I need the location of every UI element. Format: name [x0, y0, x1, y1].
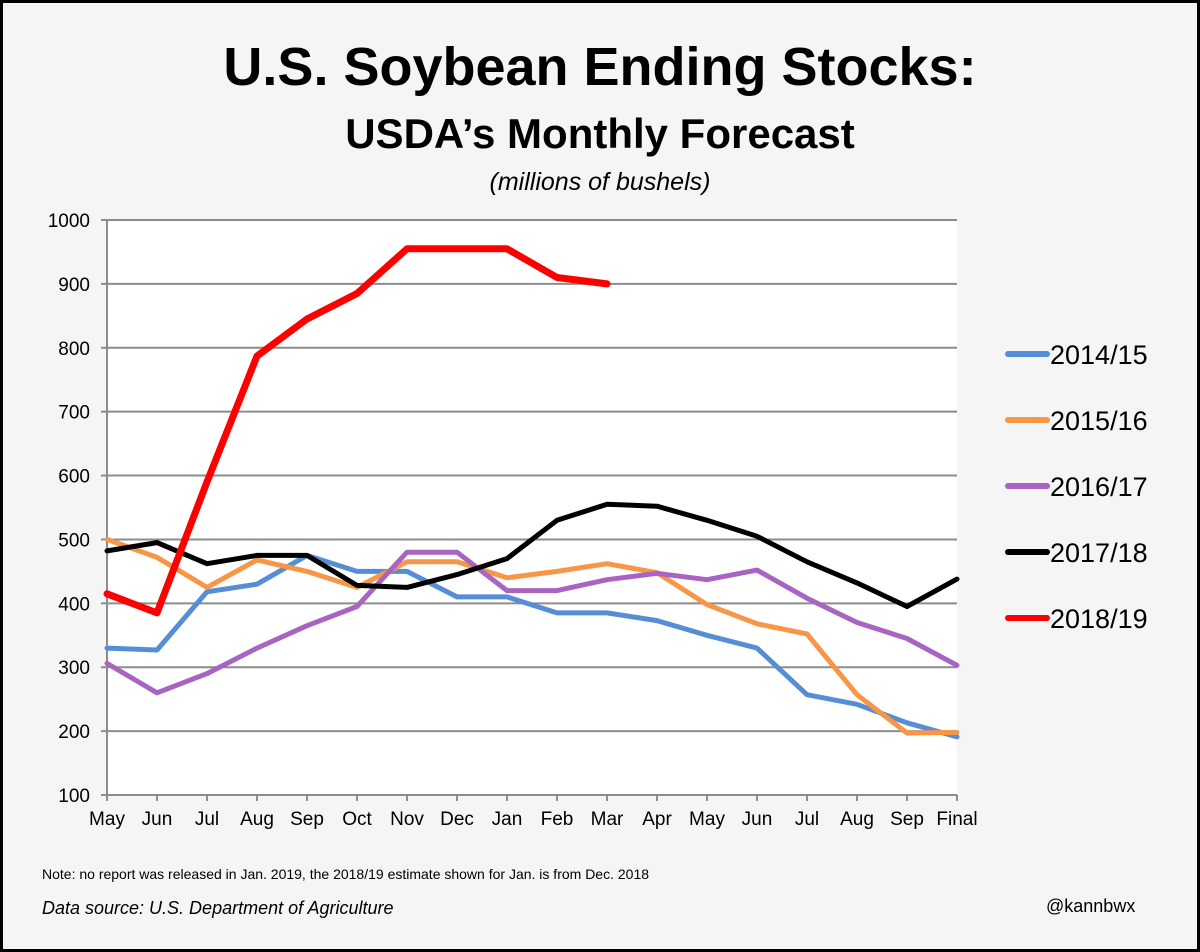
series-lines: [103, 245, 960, 740]
x-tick-label: Nov: [390, 809, 424, 830]
series-line-2015-16: [104, 536, 960, 736]
x-tick-label: Apr: [642, 809, 672, 830]
data-source: Data source: U.S. Department of Agricult…: [42, 898, 394, 918]
y-tick-label: 500: [58, 530, 90, 551]
legend-label: 2016/17: [1050, 472, 1148, 502]
legend-label: 2018/19: [1050, 604, 1148, 634]
series-line-2014-15: [104, 552, 960, 740]
x-axis-ticks: May Jun Jul Aug Sep Oct Nov Dec Jan Feb Mar Apr May J…: [89, 795, 978, 830]
gridlines: [107, 219, 957, 733]
x-tick-label: May: [89, 809, 125, 830]
x-tick-label: Aug: [840, 809, 874, 830]
x-tick-label: Jul: [195, 809, 219, 830]
series-line-2016-17: [104, 549, 960, 696]
chart-title: U.S. Soybean Ending Stocks:: [223, 37, 977, 97]
y-tick-label: 900: [58, 275, 90, 296]
footnote: Note: no report was released in Jan. 201…: [42, 866, 650, 882]
chart-subtitle: USDA’s Monthly Forecast: [345, 110, 855, 157]
series-line-2017-18: [104, 501, 960, 609]
y-tick-label: 1000: [48, 211, 90, 232]
x-tick-label: Aug: [240, 809, 274, 830]
author-credit: @kannbwx: [1046, 896, 1136, 916]
y-tick-label: 400: [58, 594, 90, 615]
y-tick-label: 600: [58, 467, 90, 488]
x-tick-label: Sep: [290, 809, 324, 830]
x-tick-label: Sep: [890, 809, 924, 830]
plot-area: [107, 220, 957, 795]
x-tick-label: Oct: [342, 809, 372, 830]
x-tick-label: Jun: [142, 809, 173, 830]
axes: [106, 220, 957, 796]
x-tick-label: Dec: [440, 809, 474, 830]
y-tick-label: 800: [58, 339, 90, 360]
x-tick-label: Final: [936, 809, 977, 830]
y-tick-label: 200: [58, 722, 90, 743]
y-tick-label: 300: [58, 658, 90, 679]
x-tick-label: May: [689, 809, 725, 830]
x-tick-label: Jun: [742, 809, 773, 830]
legend-label: 2014/15: [1050, 340, 1148, 370]
series-line-2018-19: [103, 245, 611, 617]
legend: 2014/15 2015/16 2016/17 2017/18 2018/19: [1005, 340, 1148, 634]
chart-units: (millions of bushels): [489, 168, 711, 196]
legend-label: 2017/18: [1050, 538, 1148, 568]
x-tick-label: Jan: [492, 809, 523, 830]
x-tick-label: Feb: [541, 809, 574, 830]
y-axis-ticks: 100 200 300 400 500 600 700 800 900 1000: [48, 211, 107, 807]
x-tick-label: Jul: [795, 809, 819, 830]
y-tick-label: 100: [58, 786, 90, 807]
x-tick-label: Mar: [591, 809, 624, 830]
legend-label: 2015/16: [1050, 406, 1148, 436]
y-tick-label: 700: [58, 403, 90, 424]
